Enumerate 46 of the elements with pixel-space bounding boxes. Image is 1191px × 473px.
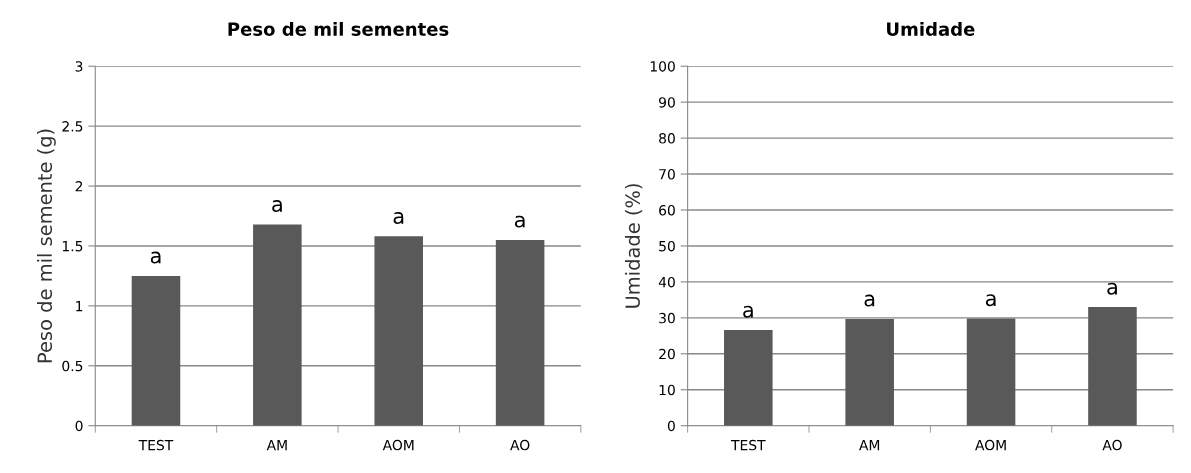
bar [1088,307,1137,426]
y-tick-label: 90 [659,97,675,108]
y-tick-label: 3 [75,61,83,72]
y-tick-label: 30 [659,312,675,324]
y-tick-label: 20 [659,348,675,360]
x-tick-label: TEST [730,439,766,451]
bar [131,275,181,426]
annotation: a [150,251,161,264]
x-tick-label: AOM [975,439,1006,451]
bar [724,330,773,426]
bar [966,318,1016,426]
y-tick-label: 0 [75,420,83,432]
x-tick-label: AO [510,439,530,451]
y-tick-label: 1.5 [62,241,83,252]
y-tick-label: 70 [659,169,675,180]
annotation: a [393,212,404,224]
y-axis-title: Peso de mil semente (g) [37,129,56,363]
y-tick-label: 2 [75,181,83,192]
x-tick-label: AM [266,440,287,451]
bar [495,239,545,426]
chart-title: Umidade [887,21,975,36]
annotation: a [743,305,753,318]
annotation: a [514,215,525,228]
x-tick-label: TEST [138,439,174,451]
y-tick-label: 40 [658,276,675,288]
y-tick-label: 100 [650,61,675,72]
annotation: a [864,294,875,307]
x-tick-label: AOM [382,439,414,451]
bar [845,318,894,426]
y-tick-label: 80 [659,133,675,144]
annotation: a [272,200,282,213]
annotation: a [985,294,996,307]
x-tick-label: AM [859,440,880,451]
x-tick-label: AO [1102,439,1122,451]
y-tick-label: 10 [659,384,675,396]
chart-title: Peso de mil sementes [228,21,449,36]
bar [253,224,302,426]
y-tick-label: 60 [659,204,675,216]
annotation: a [1107,282,1117,295]
y-tick-label: 0 [667,420,675,432]
y-tick-label: 50 [659,240,675,252]
y-tick-label: 2.5 [62,121,83,132]
y-axis-title: Umidade (%) [624,184,643,308]
y-tick-label: 1 [76,301,83,312]
y-tick-label: 0.5 [62,360,83,372]
bar [374,236,424,426]
